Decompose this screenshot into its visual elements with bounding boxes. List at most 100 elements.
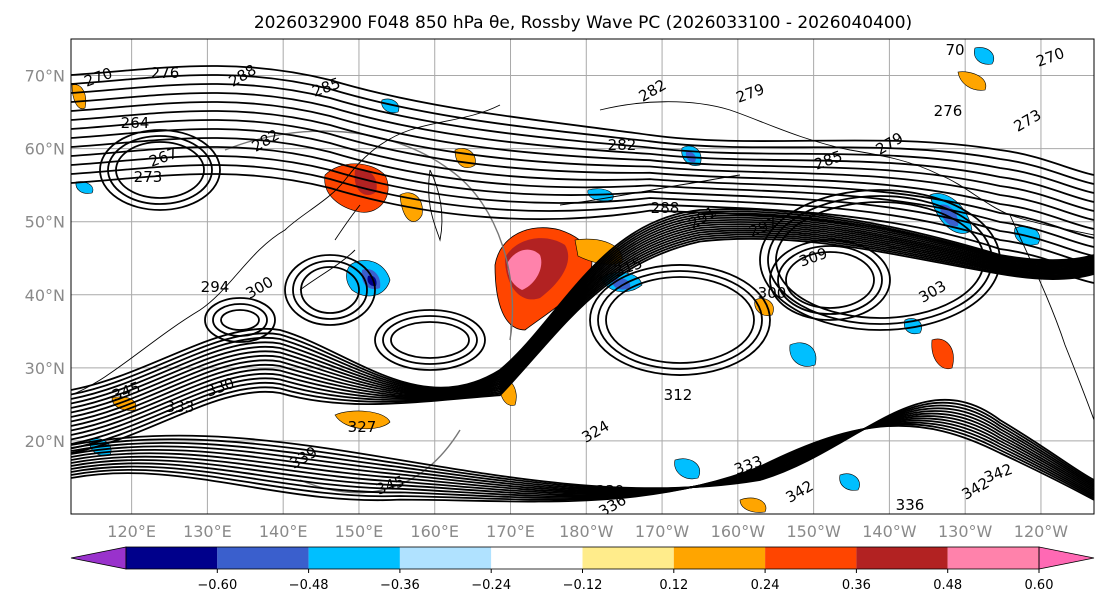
- colorbar-tick-label: 0.12: [659, 578, 688, 593]
- positive-anomaly-east: [931, 338, 954, 370]
- negative-anomaly-gulf-core: [940, 204, 959, 227]
- theta-e-contour: [71, 83, 1094, 194]
- theta-e-contour: [767, 195, 993, 325]
- contour-label: 294: [201, 278, 230, 296]
- negative-anomaly-s1: [789, 342, 817, 367]
- theta-e-contour: [777, 245, 883, 315]
- colorbar-segment: [217, 547, 309, 569]
- colorbar-segment: [308, 547, 400, 569]
- longitude-label: 150°W: [786, 522, 841, 541]
- longitude-labels: 120°E 130°E 140°E 150°E 160°E 170°E 180°W 170°W…: [107, 522, 1068, 541]
- theta-e-contour: [71, 225, 1094, 427]
- theta-e-contour: [605, 276, 755, 364]
- contour-label: 300: [758, 284, 787, 302]
- colorbar-tick-label: −0.24: [471, 578, 511, 593]
- colorbar-segment: [673, 547, 766, 569]
- latitude-label: 30°N: [25, 359, 65, 378]
- theta-e-contour: [71, 214, 1094, 405]
- theta-e-contour: [115, 141, 205, 199]
- contour-label: 276: [934, 102, 963, 120]
- negative-anomaly-s2: [674, 458, 700, 480]
- longitude-label: 120°E: [107, 522, 156, 541]
- contour-label: 327: [348, 418, 377, 436]
- colorbar-segment: [126, 547, 218, 569]
- longitude-label: 140°E: [259, 522, 308, 541]
- colorbar: −0.60 −0.48 −0.36 −0.24 −0.12 0.12 0.24 0.36 0.4…: [70, 546, 1095, 593]
- theta-e-contour: [71, 229, 1094, 436]
- negative-anomaly-s4: [839, 473, 860, 491]
- theta-e-contour: [71, 227, 1094, 432]
- negative-anomaly-n1: [381, 98, 400, 113]
- theta-e-contour: [292, 260, 368, 320]
- colorbar-tick-label: 0.60: [1025, 578, 1054, 593]
- theta-e-contour: [71, 155, 1094, 266]
- theta-e-contour: [71, 424, 1094, 503]
- figure-title: 2026032900 F048 850 hPa θe, Rossby Wave …: [254, 13, 912, 33]
- theta-e-contour: [71, 146, 1094, 257]
- theta-e-contour: [71, 231, 1094, 441]
- contour-label: 273: [134, 168, 163, 186]
- colorbar-extend-min: [70, 546, 127, 570]
- colorbar-segment: [399, 547, 492, 569]
- theta-e-contour: [374, 309, 486, 371]
- theta-e-contour: [71, 221, 1094, 418]
- longitude-label: 130°W: [938, 522, 993, 541]
- colorbar-segment: [491, 547, 583, 569]
- coastline-kamchatka: [428, 169, 443, 242]
- theta-e-contour: [71, 74, 1094, 185]
- coastline-north-america: [1009, 214, 1094, 421]
- positive-anomaly-peak: [507, 249, 542, 290]
- colorbar-tick-label: 0.48: [933, 578, 962, 593]
- positive-anomaly-sw: [334, 410, 391, 430]
- coastline-japan: [299, 204, 361, 291]
- colorbar-tick-label: −0.60: [197, 578, 237, 593]
- theta-e-contour: [71, 233, 1094, 445]
- positive-anomaly-south-b: [739, 497, 767, 513]
- theta-e-contour: [71, 237, 1094, 454]
- latitude-labels: 70°N 60°N 50°N 40°N 30°N 20°N: [25, 67, 65, 451]
- colorbar-segment: [856, 547, 948, 569]
- longitude-label: 140°W: [862, 522, 917, 541]
- theta-e-contour: [71, 164, 1094, 275]
- theta-e-contour: [204, 297, 276, 343]
- longitude-label: 170°W: [635, 522, 690, 541]
- positive-anomaly-asia-core: [354, 168, 377, 196]
- colorbar-segment: [582, 547, 674, 569]
- negative-anomaly-n3: [974, 47, 995, 65]
- theta-e-contour: [71, 92, 1094, 203]
- contour-label: 336: [896, 496, 925, 514]
- theta-e-contour: [785, 251, 875, 309]
- longitude-label: 130°E: [183, 522, 232, 541]
- theta-e-contour: [71, 218, 1094, 414]
- colorbar-extend-max: [1038, 546, 1095, 570]
- colorbar-tick-label: 0.24: [751, 578, 780, 593]
- longitude-label: 120°W: [1014, 522, 1069, 541]
- theta-e-contour: [300, 266, 360, 314]
- contour-label: 264: [121, 114, 150, 132]
- latitude-label: 40°N: [25, 286, 65, 305]
- longitude-label: 180°W: [559, 522, 614, 541]
- contour-label: 70: [945, 41, 964, 59]
- theta-e-contour: [71, 208, 1094, 391]
- latitude-label: 60°N: [25, 140, 65, 159]
- map-frame: [70, 38, 1095, 515]
- theta-e-contour: [382, 315, 478, 365]
- colorbar-tick-label: −0.12: [563, 578, 603, 593]
- coastline-asia: [71, 104, 501, 396]
- contour-label: 333: [166, 398, 195, 416]
- latitude-label: 50°N: [25, 213, 65, 232]
- contour-label: 288: [651, 199, 680, 217]
- theta-e-contour: [71, 119, 1094, 230]
- colorbar-tick-label: 0.36: [842, 578, 871, 593]
- longitude-label: 160°E: [410, 522, 459, 541]
- theta-e-contour: [71, 223, 1094, 423]
- theta-e-contour: [589, 264, 771, 376]
- theta-e-contour: [71, 235, 1094, 450]
- longitude-label: 150°E: [335, 522, 384, 541]
- theta-e-contour: [759, 189, 1001, 331]
- colorbar-tick-label: −0.36: [380, 578, 420, 593]
- theta-e-contour: [775, 201, 985, 319]
- theta-e-contour: [71, 110, 1094, 221]
